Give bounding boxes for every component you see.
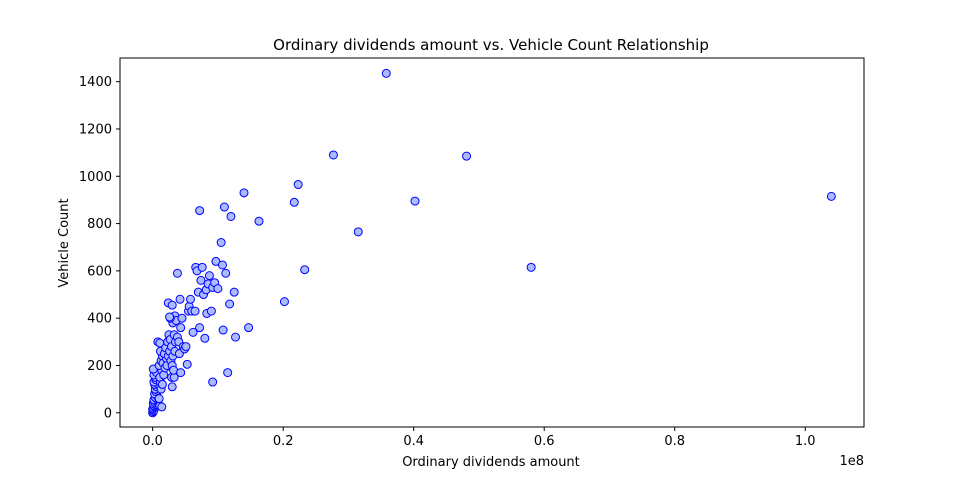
- data-point: [190, 306, 200, 316]
- x-tick-label: 1.0: [795, 434, 816, 449]
- x-axis-offset-label: 1e8: [839, 454, 864, 469]
- data-point: [165, 312, 175, 322]
- y-tick-label: 1200: [79, 122, 112, 137]
- data-point: [225, 299, 235, 309]
- data-point: [157, 379, 167, 389]
- data-point: [223, 368, 233, 378]
- data-point: [197, 262, 207, 272]
- data-point: [226, 211, 236, 221]
- data-point: [188, 327, 198, 337]
- data-point: [181, 342, 191, 352]
- plot-frame: [119, 57, 865, 428]
- data-point: [217, 260, 227, 270]
- y-tick-label: 400: [87, 312, 112, 327]
- y-tick-label: 600: [87, 264, 112, 279]
- x-tick-label: 0.0: [142, 434, 163, 449]
- data-point: [176, 323, 186, 333]
- data-point: [279, 297, 289, 307]
- x-tick-label: 0.4: [403, 434, 424, 449]
- y-tick-label: 1400: [79, 75, 112, 90]
- data-point: [204, 271, 214, 281]
- data-point: [229, 287, 239, 297]
- data-point: [300, 265, 310, 275]
- data-point: [219, 202, 229, 212]
- x-tick-label: 0.2: [273, 434, 294, 449]
- data-point: [208, 377, 218, 387]
- y-axis-ticks: 0 200 400 600 800 1000 1200 1400: [79, 75, 120, 421]
- data-point: [172, 268, 182, 278]
- data-point: [200, 333, 210, 343]
- data-point: [381, 68, 391, 78]
- data-point: [167, 382, 177, 392]
- data-point: [154, 394, 164, 404]
- y-tick-label: 1000: [79, 170, 112, 185]
- data-point: [206, 306, 216, 316]
- data-point: [167, 300, 177, 310]
- x-axis-ticks: 0.0 0.2 0.4 0.6 0.8 1.0: [142, 427, 816, 449]
- x-tick-label: 0.8: [664, 434, 685, 449]
- data-point: [177, 313, 187, 323]
- data-point: [216, 238, 226, 247]
- y-tick-label: 0: [104, 406, 112, 421]
- y-tick-label: 800: [87, 217, 112, 232]
- data-point: [231, 332, 241, 342]
- data-point: [293, 180, 303, 190]
- data-point: [826, 191, 836, 201]
- data-point: [175, 294, 185, 304]
- x-tick-label: 0.6: [534, 434, 555, 449]
- data-point: [526, 262, 536, 272]
- data-point: [213, 284, 223, 294]
- data-point: [353, 227, 363, 237]
- data-point: [195, 206, 205, 216]
- data-point: [244, 323, 254, 333]
- x-axis-label: Ordinary dividends amount: [402, 455, 580, 470]
- chart-title: Ordinary dividends amount vs. Vehicle Co…: [273, 36, 709, 54]
- data-point: [289, 197, 299, 207]
- data-point: [254, 216, 264, 226]
- data-point: [196, 275, 206, 285]
- data-point: [328, 150, 338, 160]
- data-point: [410, 196, 420, 206]
- data-point: [462, 151, 472, 161]
- y-axis-label: Vehicle Count: [57, 198, 72, 287]
- data-point: [176, 368, 186, 378]
- data-point: [239, 188, 249, 198]
- y-tick-label: 200: [87, 359, 112, 374]
- data-point: [182, 359, 192, 369]
- plot-area: [119, 57, 865, 428]
- data-point: [195, 323, 205, 333]
- data-points: [148, 68, 836, 418]
- data-point: [218, 325, 228, 335]
- data-point: [157, 402, 167, 412]
- data-point: [185, 294, 195, 304]
- data-point: [221, 268, 231, 278]
